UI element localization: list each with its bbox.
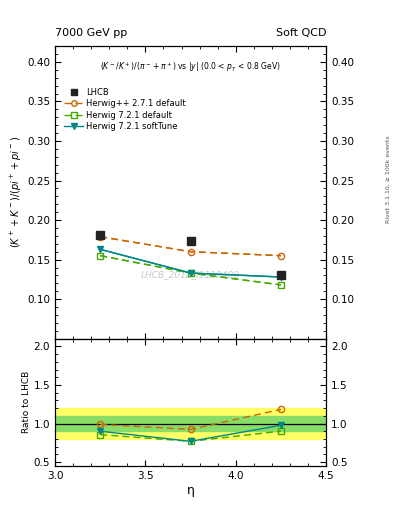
Bar bbox=[55, 416, 326, 431]
Herwig++ 2.7.1 default bbox=[188, 249, 193, 255]
Bar bbox=[55, 408, 326, 439]
Herwig 7.2.1 default bbox=[188, 270, 193, 276]
Text: $(K^-/K^+)/(\pi^-+\pi^+)$ vs $|y|$ (0.0 < $p_T$ < 0.8 GeV): $(K^-/K^+)/(\pi^-+\pi^+)$ vs $|y|$ (0.0 … bbox=[100, 61, 281, 74]
Herwig 7.2.1 softTune bbox=[279, 274, 283, 280]
Herwig 7.2.1 default bbox=[98, 252, 103, 259]
Text: LHCB_2012_I1119400: LHCB_2012_I1119400 bbox=[141, 270, 240, 279]
Text: Soft QCD: Soft QCD bbox=[276, 28, 326, 38]
Herwig 7.2.1 softTune bbox=[188, 270, 193, 276]
Line: Herwig++ 2.7.1 default: Herwig++ 2.7.1 default bbox=[97, 233, 284, 259]
Herwig++ 2.7.1 default bbox=[98, 233, 103, 240]
Y-axis label: $(K^+ + K^-)/(pi^+ + pi^-)$: $(K^+ + K^-)/(pi^+ + pi^-)$ bbox=[9, 136, 24, 248]
LHCB bbox=[188, 239, 193, 245]
LHCB bbox=[98, 232, 103, 238]
Text: 7000 GeV pp: 7000 GeV pp bbox=[55, 28, 127, 38]
Herwig++ 2.7.1 default bbox=[279, 252, 283, 259]
Text: Rivet 3.1.10, ≥ 100k events: Rivet 3.1.10, ≥ 100k events bbox=[386, 135, 391, 223]
Y-axis label: Ratio to LHCB: Ratio to LHCB bbox=[22, 371, 31, 434]
Herwig 7.2.1 softTune bbox=[98, 246, 103, 252]
Herwig 7.2.1 default bbox=[279, 282, 283, 288]
Legend: LHCB, Herwig++ 2.7.1 default, Herwig 7.2.1 default, Herwig 7.2.1 softTune: LHCB, Herwig++ 2.7.1 default, Herwig 7.2… bbox=[62, 86, 188, 134]
Line: Herwig 7.2.1 softTune: Herwig 7.2.1 softTune bbox=[97, 246, 284, 280]
Line: Herwig 7.2.1 default: Herwig 7.2.1 default bbox=[97, 252, 284, 288]
X-axis label: η: η bbox=[187, 483, 195, 497]
LHCB bbox=[279, 271, 283, 278]
Line: LHCB: LHCB bbox=[96, 231, 285, 279]
